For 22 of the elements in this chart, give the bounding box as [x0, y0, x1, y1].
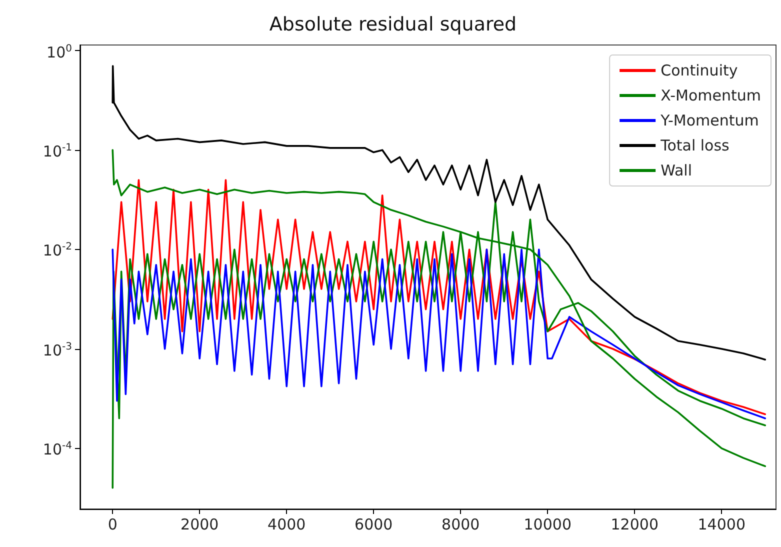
legend-label: Wall [660, 162, 692, 180]
y-tick-label: 10$^{0}$ [46, 42, 72, 62]
x-tick-label: 4000 [268, 516, 306, 534]
x-tick-label: 10000 [524, 516, 572, 534]
x-tick-label: 0 [108, 516, 118, 534]
legend-label: Continuity [660, 62, 738, 80]
line-series [112, 248, 766, 420]
x-tick-label: 6000 [354, 516, 393, 534]
y-tick-label: 10$^{-1}$ [42, 142, 72, 161]
x-tick-label: 8000 [442, 516, 480, 534]
x-tick-label: 2000 [180, 516, 219, 534]
legend-label: X-Momentum [660, 86, 762, 104]
legend-label: Y-Momentum [660, 112, 759, 130]
legend-label: Total loss [660, 136, 730, 154]
y-tick-label: 10$^{-4}$ [42, 440, 72, 459]
line-series [112, 65, 766, 360]
x-tick-label: 12000 [610, 516, 658, 534]
y-tick-label: 10$^{-3}$ [42, 340, 72, 360]
y-tick-label: 10$^{-2}$ [42, 240, 72, 260]
chart-title: Absolute residual squared [269, 14, 517, 36]
x-tick-label: 14000 [698, 516, 746, 534]
line-series [112, 179, 766, 416]
